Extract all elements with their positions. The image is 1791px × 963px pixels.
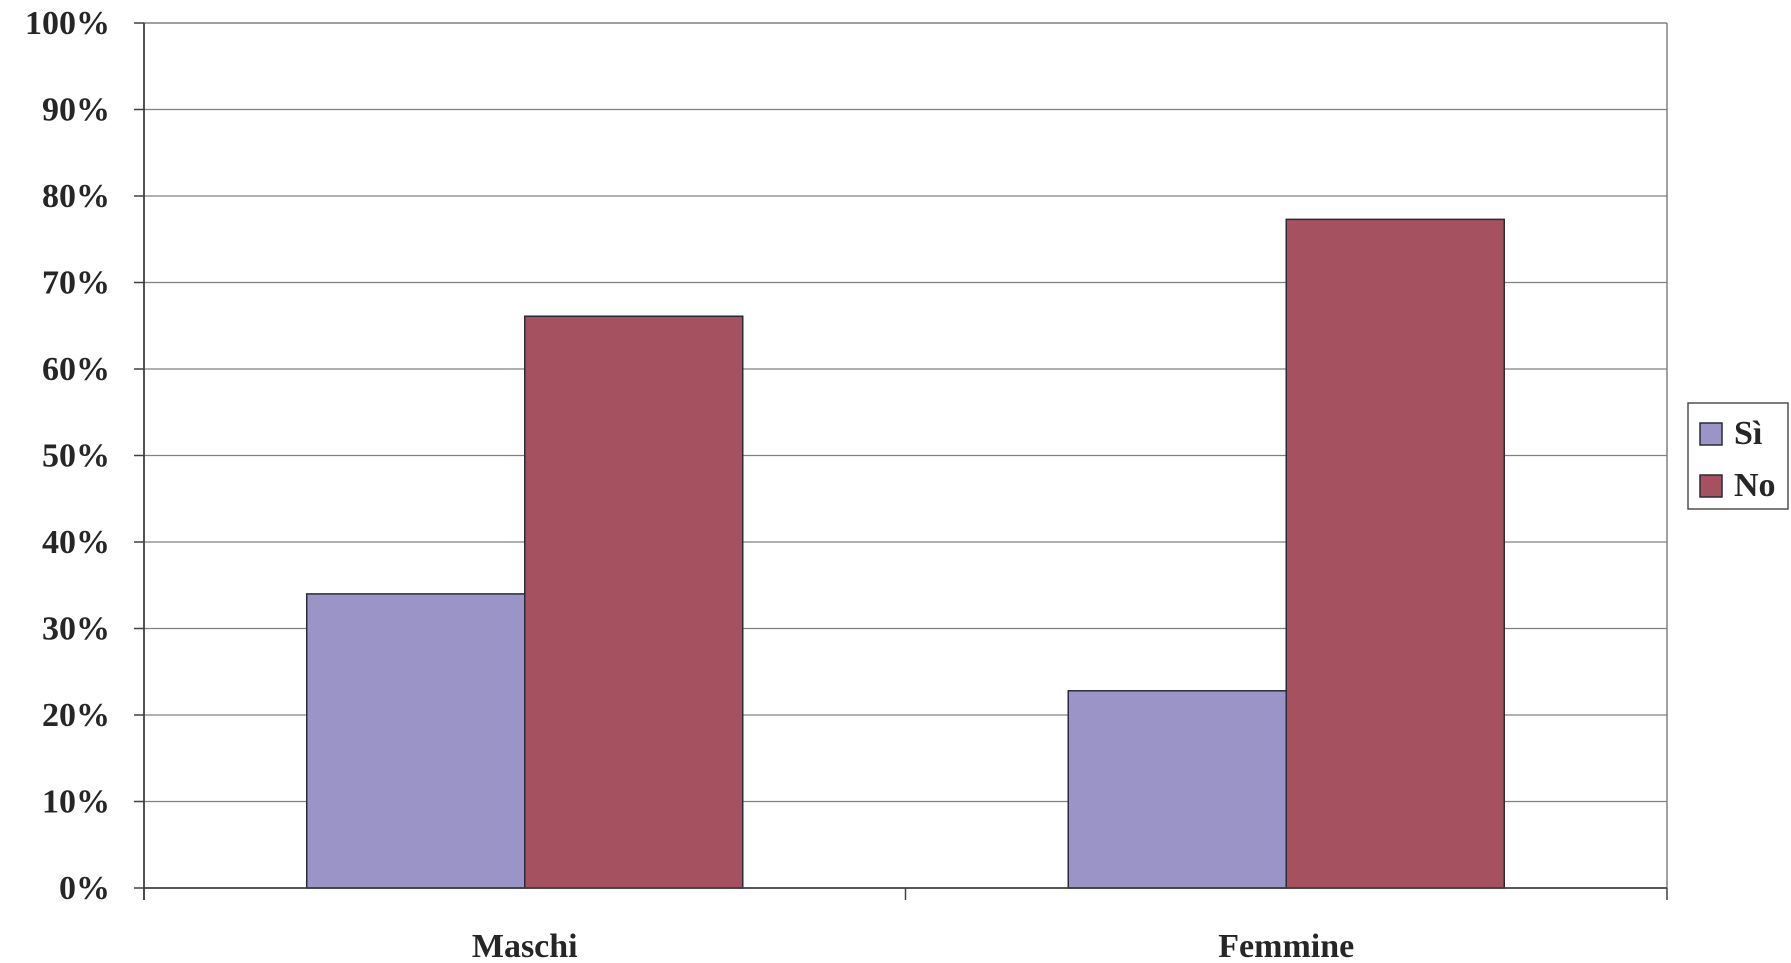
x-category-label: Femmine (1218, 928, 1354, 963)
y-tick-label: 40% (42, 524, 110, 561)
x-axis-category-labels: Maschi Femmine (472, 928, 1354, 963)
bar-maschi-si (306, 593, 526, 889)
bar-femmine-si (1067, 690, 1287, 889)
legend-box (1687, 402, 1789, 510)
y-tick-label: 90% (42, 92, 110, 129)
y-axis-tick-labels: 0% 10% 20% 30% 40% 50% 60% 70% 80% 90% 100% (25, 5, 110, 907)
y-tick-label: 70% (42, 265, 110, 302)
y-tick-label: 20% (42, 697, 110, 734)
y-tick-label: 10% (42, 784, 110, 821)
y-tick-label: 50% (42, 438, 110, 475)
y-tick-label: 0% (59, 870, 110, 907)
legend: Sì No (1687, 402, 1789, 510)
y-tick-label: 60% (42, 351, 110, 388)
y-tick-label: 30% (42, 611, 110, 648)
legend-label: Sì (1734, 415, 1762, 452)
bar-maschi-no (524, 315, 744, 889)
bar-femmine-no (1285, 218, 1505, 889)
legend-swatch (1699, 474, 1723, 498)
axes (134, 22, 1668, 900)
x-category-label: Maschi (472, 928, 578, 963)
y-tick-label: 80% (42, 178, 110, 215)
bars (306, 218, 1505, 889)
y-tick-label: 100% (25, 5, 110, 42)
legend-label: No (1734, 467, 1776, 504)
legend-swatch (1699, 422, 1723, 446)
